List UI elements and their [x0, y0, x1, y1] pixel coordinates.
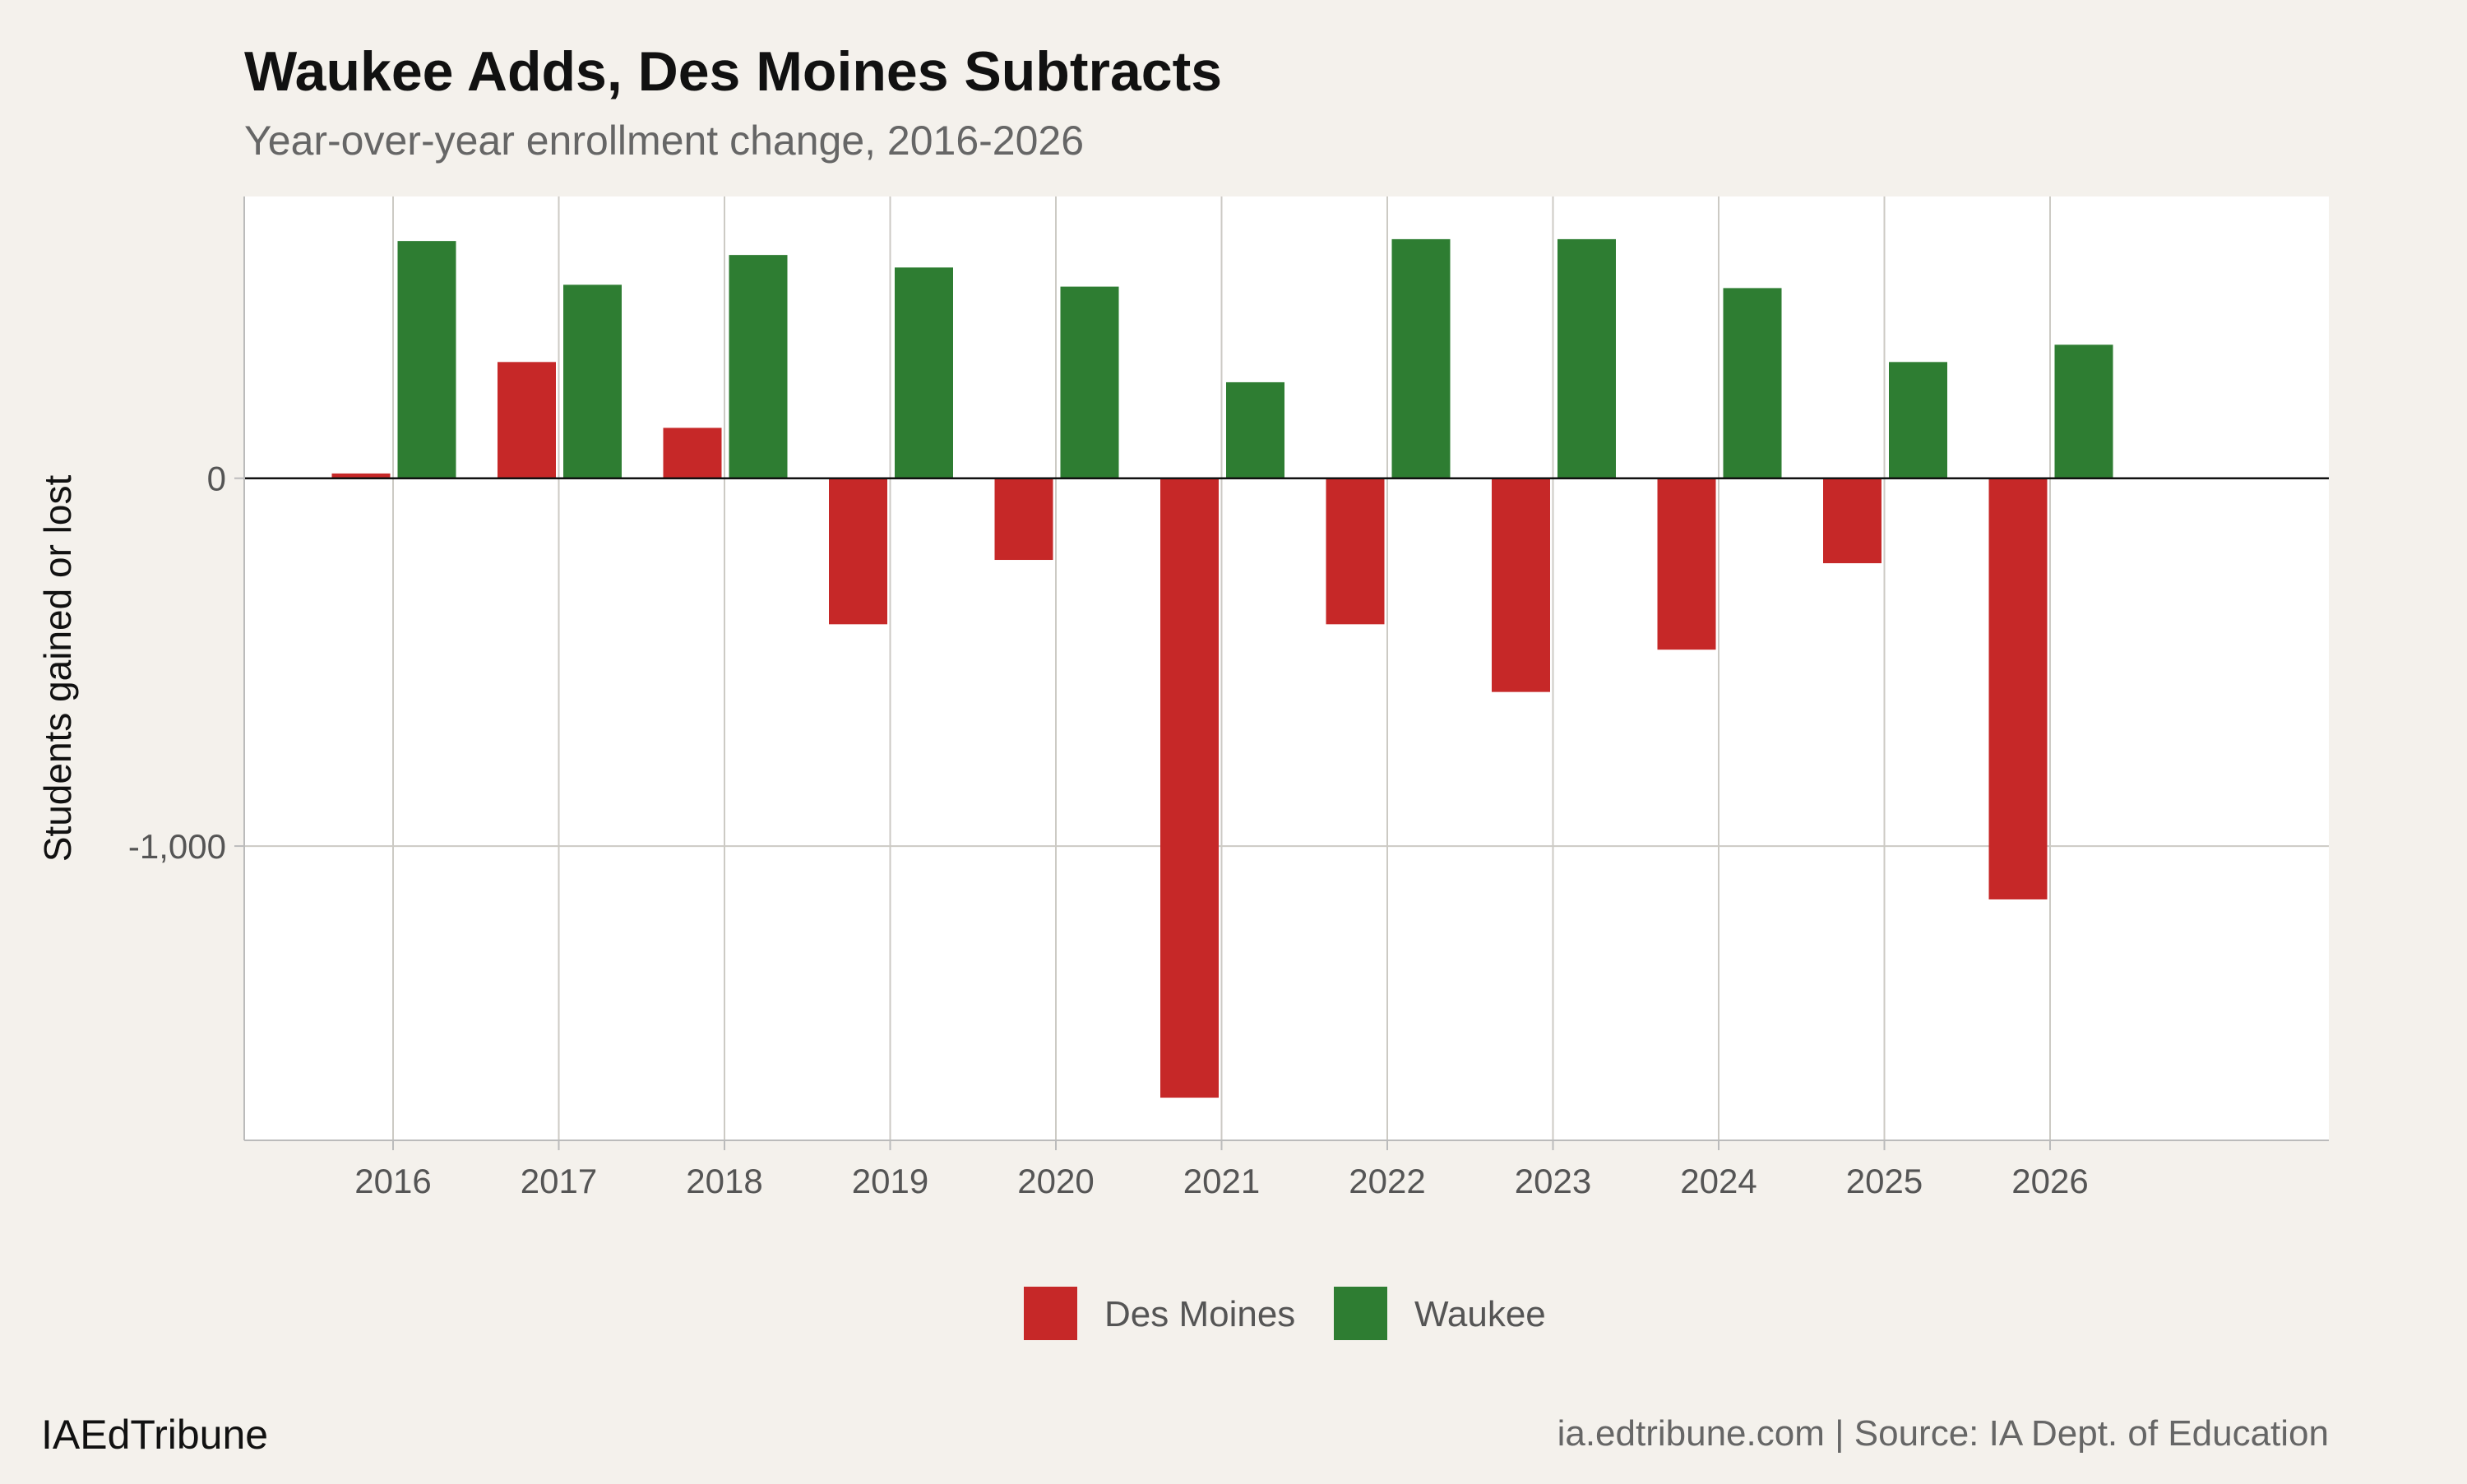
bar-des-moines-2018 [663, 428, 722, 478]
x-tick-label: 2018 [686, 1162, 762, 1200]
x-tick-label: 2025 [1846, 1162, 1923, 1200]
legend-swatch [1024, 1287, 1077, 1340]
legend: Des Moines Waukee [1024, 1287, 1546, 1340]
y-tick-label: 0 [207, 460, 226, 498]
legend-swatch [1334, 1287, 1387, 1340]
bar-waukee-2021 [1226, 381, 1284, 478]
y-axis-title: Students gained or lost [36, 475, 79, 862]
footer-source: ia.edtribune.com | Source: IA Dept. of E… [1557, 1413, 2329, 1454]
bar-waukee-2016 [397, 241, 456, 478]
bar-des-moines-2020 [994, 478, 1053, 561]
bar-des-moines-2025 [1823, 478, 1881, 564]
bar-des-moines-2023 [1492, 478, 1550, 692]
x-tick-label: 2017 [521, 1162, 597, 1200]
bar-waukee-2017 [563, 284, 622, 478]
bar-des-moines-2017 [498, 362, 556, 478]
bar-waukee-2024 [1723, 288, 1782, 478]
bar-des-moines-2016 [331, 473, 391, 478]
x-tick-label: 2019 [852, 1162, 928, 1200]
x-tick-label: 2026 [2011, 1162, 2088, 1200]
x-tick-label: 2024 [1680, 1162, 1757, 1200]
bar-waukee-2023 [1557, 238, 1616, 478]
bar-waukee-2022 [1391, 238, 1451, 478]
bar-des-moines-2026 [1988, 478, 2048, 899]
bar-des-moines-2021 [1160, 478, 1219, 1098]
y-tick-label: -1,000 [128, 827, 226, 866]
bar-waukee-2020 [1060, 286, 1119, 478]
chart-subtitle: Year-over-year enrollment change, 2016-2… [244, 118, 1084, 164]
legend-label: Des Moines [1104, 1294, 1295, 1334]
bar-waukee-2018 [729, 255, 788, 478]
bar-waukee-2025 [1889, 362, 1947, 478]
x-tick-label: 2016 [354, 1162, 431, 1200]
chart-title: Waukee Adds, Des Moines Subtracts [244, 40, 1222, 103]
x-tick-label: 2021 [1183, 1162, 1260, 1200]
legend-label: Waukee [1414, 1294, 1546, 1334]
x-tick-label: 2020 [1017, 1162, 1094, 1200]
footer-brand: IAEdTribune [41, 1412, 268, 1458]
bar-waukee-2026 [2054, 344, 2113, 478]
x-tick-label: 2022 [1349, 1162, 1425, 1200]
bar-waukee-2019 [895, 267, 953, 478]
bar-des-moines-2019 [829, 478, 887, 625]
x-tick-label: 2023 [1515, 1162, 1591, 1200]
bar-des-moines-2022 [1326, 478, 1385, 625]
bar-des-moines-2024 [1657, 478, 1716, 650]
